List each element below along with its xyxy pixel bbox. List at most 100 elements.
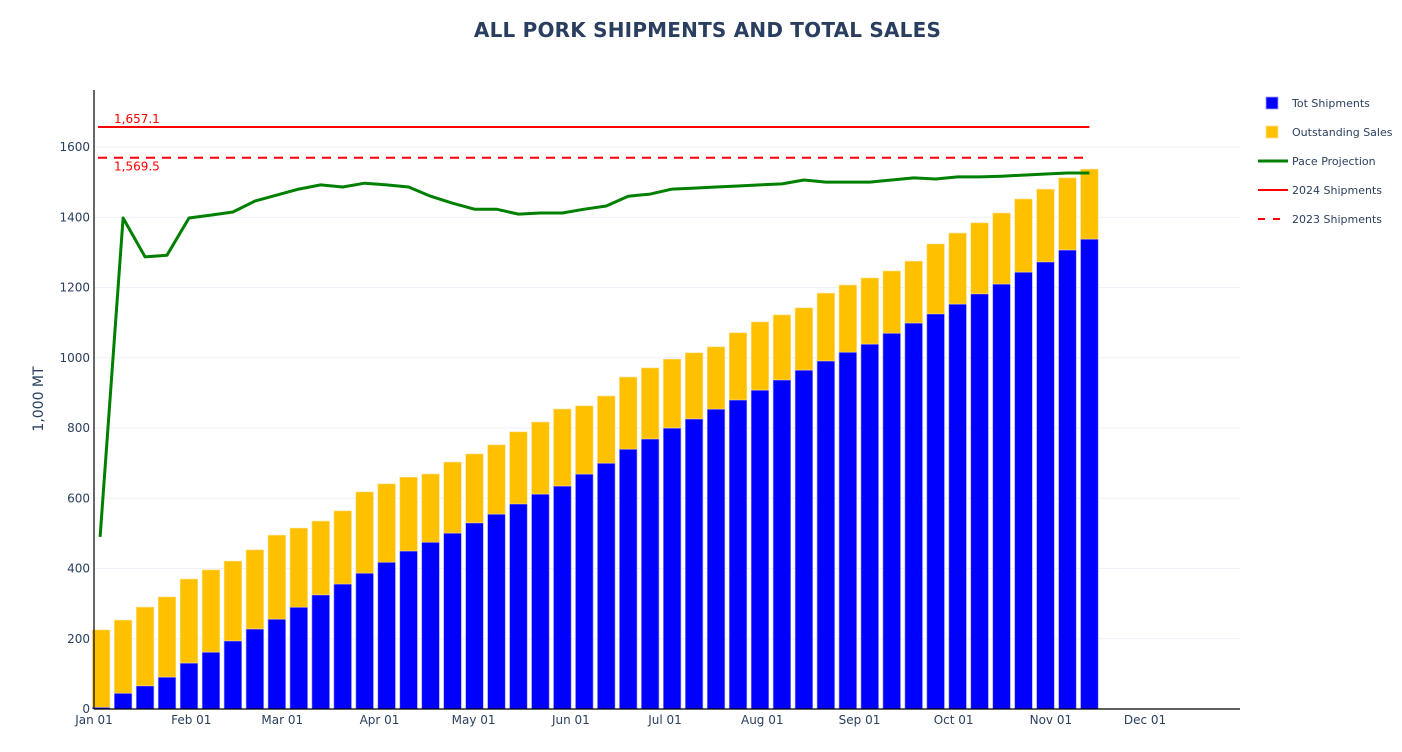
2024-shipments-annotation: 1,657.1: [114, 112, 160, 126]
tot-shipments-bar: [553, 485, 572, 710]
tot-shipments-bar: [1036, 261, 1055, 710]
tot-shipments-bar: [772, 379, 792, 710]
outstanding-sales-bar: [531, 421, 550, 495]
outstanding-sales-bar: [333, 510, 352, 585]
outstanding-sales-bar: [1080, 168, 1099, 240]
tot-shipments-bar: [1080, 238, 1099, 710]
pace-projection-line: [98, 171, 1090, 538]
tot-shipments-bar: [948, 303, 967, 710]
tot-shipments-bar: [816, 360, 835, 710]
outstanding-sales-bar: [816, 292, 835, 362]
bars: [92, 168, 1099, 710]
chart-title: ALL PORK SHIPMENTS AND TOTAL SALES: [473, 18, 942, 42]
2023-shipments-annotation: 1,569.5: [114, 160, 160, 174]
tot-shipments-bar: [1058, 249, 1077, 710]
legend-label: Pace Projection: [1292, 155, 1376, 168]
y-tick-label: 0: [82, 702, 90, 716]
outstanding-sales-bar: [135, 606, 155, 687]
tot-shipments-bar: [838, 351, 857, 710]
outstanding-sales-bar: [794, 307, 813, 371]
tot-shipments-bar: [663, 427, 682, 710]
y-tick-label: 800: [67, 421, 90, 435]
y-tick-label: 1000: [59, 351, 90, 365]
tot-shipments-bar: [619, 448, 638, 710]
tot-shipments-bar: [311, 594, 330, 710]
outstanding-sales-bar: [685, 352, 704, 420]
tot-shipments-bar: [860, 343, 879, 710]
tot-shipments-bar: [465, 522, 484, 710]
outstanding-sales-bar: [641, 367, 660, 440]
tot-shipments-bar: [333, 583, 352, 710]
outstanding-sales-bar: [157, 596, 177, 678]
lines: [98, 125, 1090, 538]
tot-shipments-bar: [135, 685, 155, 710]
tot-shipments-bar: [597, 462, 616, 710]
outstanding-sales-bar: [882, 270, 901, 334]
tot-shipments-bar: [421, 541, 440, 710]
legend-label: 2024 Shipments: [1292, 184, 1382, 197]
outstanding-sales-bar: [1058, 177, 1077, 251]
axes: 0 200 400 600 800 1000 1200 1400 1600 Jan 01 Feb 0…: [31, 90, 1240, 727]
outstanding-sales-bar: [465, 453, 484, 524]
tot-shipments-bar: [377, 561, 396, 710]
outstanding-sales-bar: [772, 314, 792, 381]
tot-shipments-bar: [904, 322, 923, 710]
legend-label: 2023 Shipments: [1292, 213, 1382, 226]
tot-shipments-bar: [509, 503, 528, 710]
tot-shipments-bar: [970, 293, 989, 710]
legend-label: Tot Shipments: [1291, 97, 1370, 110]
outstanding-sales-bar: [706, 346, 726, 410]
x-tick-label: Jan 01: [74, 713, 113, 727]
legend-item-outstanding-sales[interactable]: Outstanding Sales: [1265, 125, 1393, 139]
outstanding-sales-bar: [443, 461, 462, 534]
outstanding-sales-bar: [289, 527, 308, 608]
tot-shipments-bar: [685, 418, 704, 710]
x-tick-label: Sep 01: [839, 713, 881, 727]
x-tick-label: Dec 01: [1124, 713, 1166, 727]
outstanding-sales-bar: [575, 405, 594, 475]
tot-shipments-bar: [114, 692, 133, 710]
outstanding-sales-bar: [267, 534, 286, 620]
x-tick-label: Jun 01: [551, 713, 590, 727]
annotations: 1,657.1 1,569.5: [114, 112, 160, 174]
tot-shipments-bar: [728, 399, 748, 710]
outstanding-sales-bar: [553, 408, 572, 487]
outstanding-sales-bar: [663, 358, 682, 429]
outstanding-sales-bar: [1036, 188, 1055, 263]
outstanding-sales-bar: [114, 619, 133, 694]
x-tick-label: Mar 01: [261, 713, 303, 727]
outstanding-sales-bar: [245, 549, 264, 630]
legend-item-pace-projection[interactable]: Pace Projection: [1258, 155, 1376, 168]
outstanding-sales-bar: [728, 332, 748, 401]
outstanding-sales-bar: [992, 212, 1011, 285]
outstanding-sales-bar: [92, 629, 111, 708]
outstanding-sales-bar: [838, 284, 857, 353]
outstanding-sales-bar: [619, 376, 638, 450]
tot-shipments-bar: [750, 389, 770, 710]
y-tick-label: 1200: [59, 281, 90, 295]
legend-item-2023-shipments[interactable]: 2023 Shipments: [1258, 213, 1382, 226]
legend-item-tot-shipments[interactable]: Tot Shipments: [1265, 96, 1370, 110]
tot-shipments-bar: [992, 283, 1011, 710]
tot-shipments-bar: [289, 606, 308, 710]
outstanding-sales-bar: [948, 232, 967, 305]
tot-shipments-bar: [641, 438, 660, 710]
outstanding-sales-bar: [597, 395, 616, 464]
x-tick-label: May 01: [452, 713, 496, 727]
tot-shipments-bar: [179, 662, 199, 710]
tot-shipments-bar: [245, 628, 264, 710]
outstanding-sales-bar: [487, 444, 506, 515]
legend-item-2024-shipments[interactable]: 2024 Shipments: [1258, 184, 1382, 197]
x-tick-label: Nov 01: [1030, 713, 1073, 727]
y-tick-label: 400: [67, 562, 90, 576]
legend-label: Outstanding Sales: [1292, 126, 1393, 139]
outstanding-sales-bar: [421, 473, 440, 543]
x-tick-label: Aug 01: [741, 713, 784, 727]
tot-shipments-bar: [201, 651, 221, 710]
legend[interactable]: Tot Shipments Outstanding Sales Pace Proje…: [1258, 96, 1393, 226]
outstanding-sales-bar: [926, 243, 945, 315]
x-tick-label: Feb 01: [171, 713, 211, 727]
outstanding-sales-bar: [509, 431, 528, 505]
y-tick-label: 1400: [59, 210, 90, 224]
